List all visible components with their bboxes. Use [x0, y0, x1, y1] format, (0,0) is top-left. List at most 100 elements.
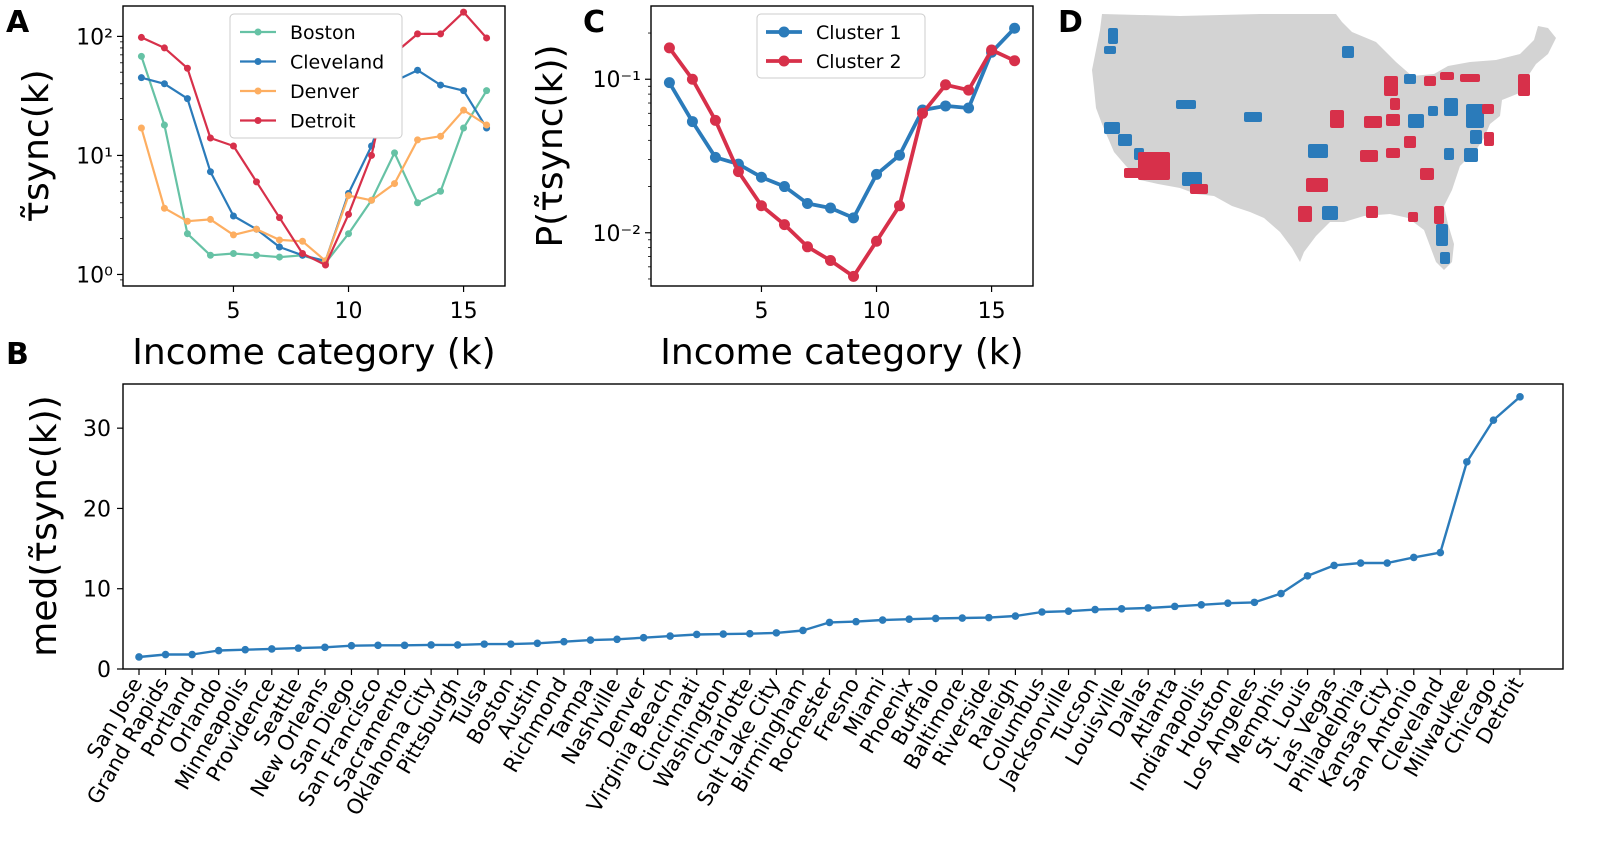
point-median: [321, 643, 329, 652]
point-median: [905, 615, 913, 624]
legend-marker: [254, 58, 262, 65]
legend-marker: [254, 28, 262, 36]
legend-label: Cluster 2: [816, 51, 902, 73]
point-cluster-1: [755, 171, 767, 183]
point-median: [639, 633, 648, 642]
panel-a-chart: 5 10 15 10⁰ 10¹ 10² τ̃sync(k) Income category…: [16, 5, 506, 373]
point-median: [1224, 599, 1232, 607]
point-median: [931, 614, 940, 623]
metro-area-cluster-1: [1182, 172, 1202, 186]
metro-area-cluster-1: [1404, 74, 1416, 84]
point-median: [878, 616, 887, 624]
point-median: [1064, 607, 1073, 615]
panel-label-c: C: [583, 5, 605, 40]
metro-area-cluster-2: [1424, 76, 1436, 86]
metro-area-cluster-2: [1124, 168, 1140, 178]
point-cluster-2: [824, 254, 836, 266]
legend-marker: [778, 55, 790, 67]
point-median: [560, 637, 568, 646]
point-cluster-2: [663, 42, 675, 54]
point-median: [1330, 561, 1338, 570]
y-tick-label: 30: [83, 417, 111, 442]
panel-a-frame: [122, 5, 506, 287]
metro-area-cluster-1: [1244, 112, 1262, 122]
point-denver: [229, 231, 237, 239]
point-median: [214, 646, 223, 655]
panel-c-legend: Cluster 1 Cluster 2: [756, 13, 926, 79]
point-median: [1011, 612, 1020, 620]
series-line-median: [138, 395, 1521, 659]
metro-area-cluster-1: [1444, 98, 1458, 116]
metro-area-cluster-2: [1390, 98, 1400, 110]
point-cleveland: [437, 81, 445, 89]
x-tick-label: 15: [978, 299, 1006, 324]
metro-area-cluster-2: [1484, 132, 1494, 146]
point-cleveland: [414, 66, 422, 74]
legend-label: Detroit: [290, 111, 356, 133]
point-cluster-1: [801, 198, 813, 210]
point-denver: [252, 225, 260, 233]
metro-area-cluster-2: [1366, 206, 1378, 218]
point-cluster-1: [686, 116, 698, 128]
point-median: [692, 630, 701, 639]
point-median: [1516, 393, 1524, 401]
us-map: [1092, 14, 1556, 270]
panel-c-frame: [650, 5, 1034, 287]
point-cluster-2: [709, 114, 721, 126]
point-median: [586, 636, 595, 644]
metro-area-cluster-1: [1428, 106, 1438, 116]
point-median: [852, 617, 860, 626]
point-cluster-2: [686, 73, 698, 85]
point-cluster-1: [778, 181, 790, 193]
panel-label-d: D: [1058, 5, 1083, 40]
point-median: [161, 650, 170, 659]
point-detroit: [368, 151, 376, 159]
point-boston: [437, 187, 445, 195]
point-boston: [414, 199, 422, 207]
metro-area-cluster-1: [1104, 122, 1120, 134]
point-boston: [460, 124, 468, 132]
metro-area-cluster-2: [1306, 178, 1328, 192]
point-median: [825, 618, 834, 627]
point-denver: [160, 204, 168, 212]
point-denver: [345, 192, 353, 200]
point-median: [347, 641, 356, 650]
metro-area-cluster-1: [1408, 114, 1424, 128]
point-cluster-2: [871, 235, 883, 247]
point-cluster-2: [963, 84, 975, 96]
point-median: [666, 632, 674, 640]
metro-area-cluster-1: [1440, 252, 1450, 264]
x-tick-label: 15: [450, 299, 478, 324]
point-detroit: [298, 250, 306, 258]
metro-area-cluster-1: [1466, 104, 1484, 128]
point-median: [958, 614, 967, 622]
metro-area-cluster-1: [1176, 100, 1196, 109]
point-detroit: [137, 33, 145, 41]
point-median: [746, 629, 754, 638]
point-median: [294, 644, 303, 652]
point-median: [1463, 458, 1471, 466]
point-cluster-2: [986, 44, 998, 56]
series-line-denver: [140, 109, 488, 262]
point-boston: [483, 87, 491, 95]
point-detroit: [345, 210, 353, 218]
panel-c-chart: 5 10 15 10⁻² 10⁻¹ P(τ̃sync(k)) Income catego…: [530, 5, 1034, 373]
point-denver: [137, 124, 145, 132]
y-tick-label: 0: [97, 658, 111, 683]
point-boston: [345, 230, 353, 238]
point-denver: [206, 215, 214, 223]
point-detroit: [229, 142, 237, 150]
point-median: [374, 641, 382, 650]
point-median: [427, 641, 435, 649]
point-cleveland: [160, 80, 168, 88]
point-cluster-2: [917, 107, 929, 119]
point-boston: [275, 253, 283, 261]
point-median: [985, 613, 993, 622]
point-median: [1489, 416, 1498, 424]
point-median: [1383, 559, 1392, 567]
point-median: [1038, 608, 1046, 616]
point-median: [1303, 572, 1312, 580]
point-cluster-2: [848, 270, 860, 282]
point-cluster-1: [663, 77, 675, 89]
